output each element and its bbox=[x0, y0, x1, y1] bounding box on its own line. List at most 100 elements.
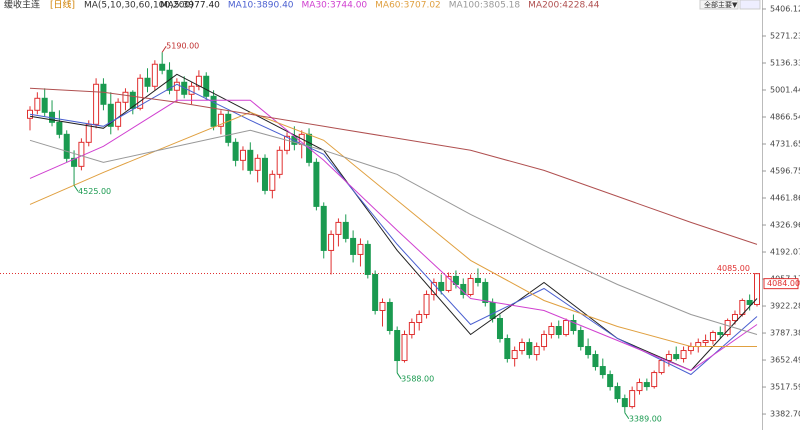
ma-line bbox=[29, 99, 758, 372]
candle-body bbox=[577, 330, 584, 348]
y-tick-label: 3922.28 bbox=[770, 302, 800, 311]
last-price-label: 4085.00 bbox=[717, 264, 750, 273]
candle-body bbox=[658, 360, 665, 374]
candle-body bbox=[695, 342, 702, 348]
ma-line bbox=[29, 111, 757, 347]
candle-body bbox=[607, 374, 614, 388]
candle-body bbox=[496, 317, 503, 340]
legend-entry: MA200:4228.44 bbox=[528, 1, 600, 11]
annotation-label: 3588.00 bbox=[401, 374, 434, 383]
candle-body bbox=[445, 275, 452, 291]
ma-title: MA(5,10,30,60,100,200) bbox=[84, 1, 194, 11]
candle-body bbox=[423, 293, 430, 315]
candle-body bbox=[203, 75, 210, 97]
candle-body bbox=[195, 75, 202, 87]
legend-entry: MA10:3890.40 bbox=[228, 1, 294, 11]
candle-body bbox=[107, 103, 114, 127]
annotation-pointer bbox=[396, 372, 402, 380]
candle-body bbox=[394, 330, 401, 362]
annotation-pointer bbox=[161, 45, 167, 53]
candle-body bbox=[56, 121, 63, 135]
candle-body bbox=[570, 319, 577, 332]
candle-body bbox=[651, 372, 658, 388]
toolbar-icon[interactable] bbox=[739, 0, 761, 10]
candle-body bbox=[122, 91, 129, 103]
candle-body bbox=[629, 390, 636, 408]
candle-body bbox=[115, 101, 122, 127]
candle-body bbox=[261, 157, 268, 191]
y-tick-label: 5271.23 bbox=[770, 31, 800, 40]
y-tick-label: 3382.70 bbox=[770, 410, 800, 419]
candle-body bbox=[717, 332, 724, 336]
candle-body bbox=[151, 63, 158, 87]
instrument-name: 缓收主连 bbox=[4, 0, 40, 11]
candle-body bbox=[225, 113, 232, 143]
y-tick-label: 3517.59 bbox=[770, 383, 800, 392]
candle-body bbox=[71, 157, 78, 167]
candle-body bbox=[342, 221, 349, 239]
legend-entry: MA5:3977.40 bbox=[160, 1, 220, 11]
candle-body bbox=[533, 346, 540, 356]
candle-body bbox=[731, 313, 738, 321]
y-tick-label: 3652.49 bbox=[770, 356, 800, 365]
y-tick-label: 4192.07 bbox=[770, 248, 800, 257]
legend-entry: MA60:3707.02 bbox=[375, 1, 441, 11]
toolbar-button[interactable] bbox=[699, 0, 739, 10]
price-tag-label: 4084.00 bbox=[767, 279, 800, 288]
candle-body bbox=[621, 398, 628, 408]
candle-body bbox=[239, 149, 246, 161]
candle-body bbox=[144, 77, 151, 87]
y-tick-label: 4866.54 bbox=[770, 113, 800, 122]
candle-body bbox=[137, 77, 144, 109]
candle-body bbox=[614, 386, 621, 400]
candle-body bbox=[673, 354, 680, 360]
y-tick-label: 5406.12 bbox=[770, 4, 800, 13]
annotation-label: 3389.00 bbox=[629, 414, 662, 423]
candle-body bbox=[372, 273, 379, 311]
candle-body bbox=[482, 281, 489, 303]
candle-body bbox=[541, 334, 548, 348]
candle-body bbox=[350, 237, 357, 255]
candle-body bbox=[85, 123, 92, 143]
candle-body bbox=[357, 243, 364, 255]
candle-body bbox=[63, 133, 70, 159]
candle-body bbox=[284, 135, 291, 151]
candle-body bbox=[232, 141, 239, 161]
candle-body bbox=[408, 322, 415, 336]
y-tick-label: 3787.38 bbox=[770, 329, 800, 338]
ma-line bbox=[29, 129, 758, 335]
candle-body bbox=[320, 205, 327, 251]
candle-body bbox=[210, 95, 217, 127]
y-tick-label: 4731.65 bbox=[770, 140, 800, 149]
candle-body bbox=[364, 243, 371, 275]
candle-body bbox=[276, 149, 283, 175]
candle-body bbox=[519, 342, 526, 352]
candle-body bbox=[754, 273, 760, 305]
candle-body bbox=[328, 233, 335, 251]
candle-body bbox=[313, 161, 320, 207]
candle-body bbox=[78, 141, 85, 167]
y-tick-label: 4326.96 bbox=[770, 221, 800, 230]
candle-body bbox=[401, 334, 408, 362]
candle-body bbox=[269, 173, 276, 191]
candle-body bbox=[379, 301, 386, 311]
y-tick-label: 5001.44 bbox=[770, 85, 800, 94]
candle-body bbox=[709, 332, 716, 342]
ma-line bbox=[29, 73, 758, 372]
candle-body bbox=[386, 301, 393, 332]
toolbar-button-label[interactable]: 全部主要▼ bbox=[704, 0, 738, 9]
candle-body bbox=[430, 281, 437, 295]
y-tick-label: 4596.75 bbox=[770, 167, 800, 176]
candle-body bbox=[563, 319, 570, 336]
legend-entry: MA30:3744.00 bbox=[302, 1, 368, 11]
y-tick-label: 5136.33 bbox=[770, 58, 800, 67]
candle-body bbox=[129, 91, 136, 109]
y-tick-label: 4461.86 bbox=[770, 194, 800, 203]
candle-body bbox=[217, 113, 224, 127]
candle-body bbox=[585, 346, 592, 356]
candle-body bbox=[467, 277, 474, 295]
candle-body bbox=[335, 221, 342, 235]
annotation-pointer bbox=[73, 185, 79, 192]
candle-body bbox=[548, 326, 555, 336]
candle-body bbox=[526, 342, 533, 356]
